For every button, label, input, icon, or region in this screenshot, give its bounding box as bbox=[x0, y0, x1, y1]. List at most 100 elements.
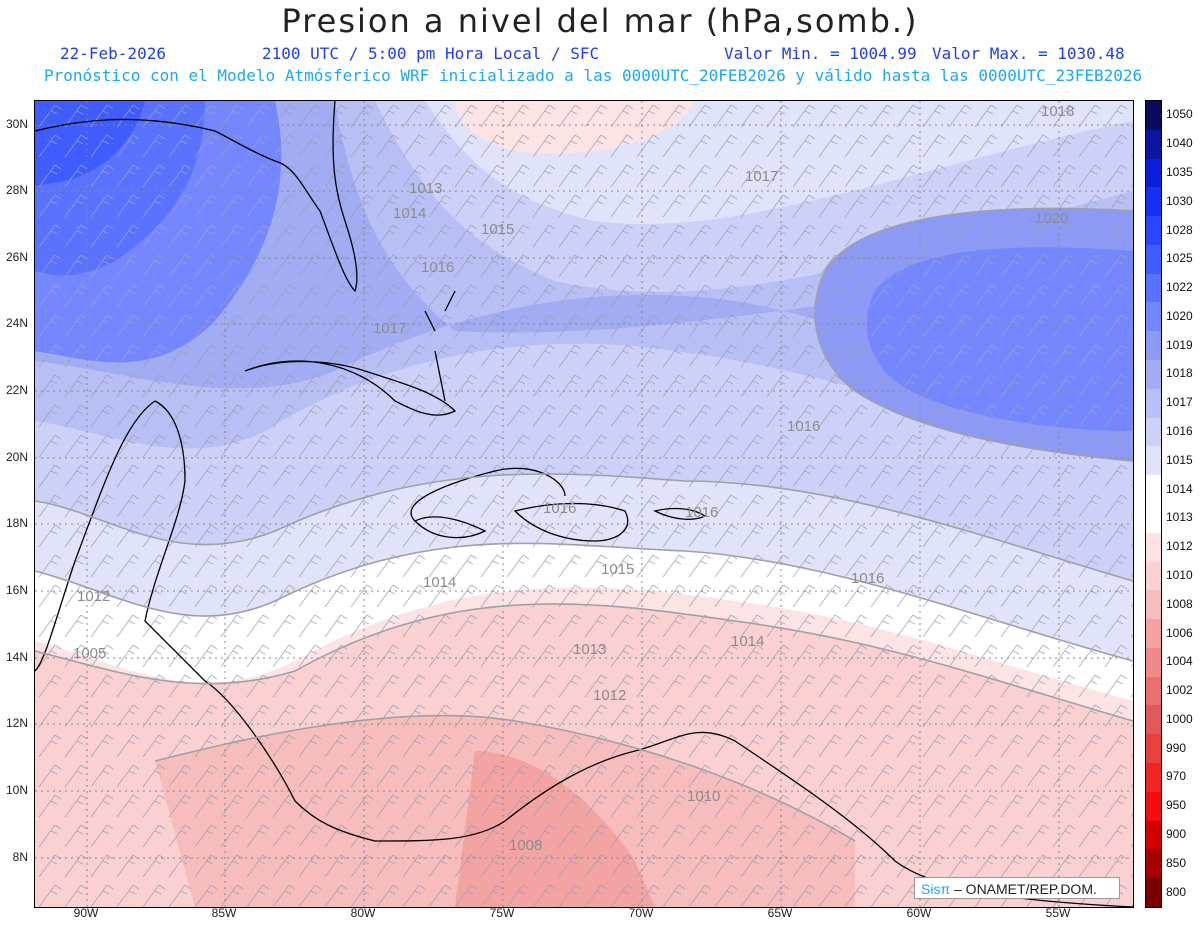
colorbar-swatch bbox=[1146, 158, 1161, 188]
contour-label: 1010 bbox=[687, 788, 720, 805]
pressure-map: 1018 1017 1020 1013 1014 1015 1016 1017 … bbox=[34, 100, 1134, 908]
lon-tick: 55W bbox=[1045, 906, 1071, 920]
map-title: Presion a nivel del mar (hPa,somb.) bbox=[281, 2, 919, 40]
lat-tick: 18N bbox=[5, 516, 28, 530]
colorbar-swatch bbox=[1146, 503, 1161, 533]
contour-label: 1012 bbox=[593, 687, 626, 704]
colorbar-label: 1002 bbox=[1166, 683, 1193, 698]
lon-tick: 65W bbox=[767, 906, 793, 920]
colorbar-label: 1000 bbox=[1166, 711, 1193, 726]
colorbar-label: 1050 bbox=[1166, 107, 1193, 122]
contour-label: 1015 bbox=[601, 561, 634, 578]
contour-label: 1014 bbox=[423, 574, 456, 591]
contour-label: 1015 bbox=[481, 221, 514, 238]
colorbar-label: 850 bbox=[1166, 855, 1187, 870]
colorbar-label: 1035 bbox=[1166, 164, 1193, 179]
lat-tick: 24N bbox=[5, 316, 28, 330]
colorbar-swatch bbox=[1146, 216, 1161, 245]
contour-label: 1013 bbox=[409, 180, 442, 197]
map-svg: 1018 1017 1020 1013 1014 1015 1016 1017 … bbox=[35, 101, 1133, 907]
contour-label: 1014 bbox=[393, 205, 426, 222]
max-value-label: Valor Max. = 1030.48 bbox=[932, 44, 1125, 63]
lon-tick: 60W bbox=[906, 906, 932, 920]
colorbar-label: 1006 bbox=[1166, 625, 1193, 640]
lat-tick: 8N bbox=[12, 850, 28, 864]
colorbar-label: 1030 bbox=[1166, 193, 1193, 208]
colorbar-swatch bbox=[1146, 791, 1161, 821]
colorbar-label: 1015 bbox=[1166, 452, 1193, 467]
colorbar-swatch bbox=[1146, 129, 1161, 159]
colorbar-label: 1014 bbox=[1166, 481, 1193, 496]
contour-label: 1008 bbox=[509, 837, 542, 854]
colorbar-swatch bbox=[1146, 734, 1161, 763]
contour-label: 1020 bbox=[1035, 210, 1068, 227]
lat-tick: 26N bbox=[5, 250, 28, 264]
colorbar-label: 1016 bbox=[1166, 424, 1193, 439]
contour-label: 1016 bbox=[421, 259, 454, 276]
time-label: 2100 UTC / 5:00 pm Hora Local / SFC bbox=[262, 44, 600, 63]
colorbar-swatch bbox=[1146, 417, 1161, 447]
colorbar-label: 1022 bbox=[1166, 280, 1193, 295]
colorbar-swatch bbox=[1146, 101, 1161, 130]
colorbar bbox=[1145, 100, 1162, 908]
colorbar-label: 950 bbox=[1166, 798, 1187, 813]
lon-tick: 85W bbox=[211, 906, 237, 920]
contour-label: 1018 bbox=[1041, 103, 1074, 120]
colorbar-label: 1020 bbox=[1166, 308, 1193, 323]
contour-label: 1016 bbox=[543, 500, 576, 517]
credit-box: Sisπ – ONAMET/REP.DOM. bbox=[914, 877, 1120, 899]
lat-tick: 12N bbox=[5, 716, 28, 730]
colorbar-label: 1025 bbox=[1166, 251, 1193, 266]
colorbar-label: 1004 bbox=[1166, 654, 1193, 669]
brand-label: Sisπ bbox=[921, 881, 951, 897]
min-value-label: Valor Min. = 1004.99 bbox=[724, 44, 917, 63]
contour-label: 1017 bbox=[745, 168, 778, 185]
colorbar-label: 1017 bbox=[1166, 395, 1193, 410]
colorbar-label: 1018 bbox=[1166, 366, 1193, 381]
colorbar-label: 990 bbox=[1166, 740, 1187, 755]
colorbar-swatch bbox=[1146, 273, 1161, 303]
contour-label: 1014 bbox=[731, 633, 764, 650]
lat-tick: 28N bbox=[5, 183, 28, 197]
lat-tick: 30N bbox=[5, 117, 28, 131]
colorbar-swatch bbox=[1146, 676, 1161, 706]
lon-tick: 75W bbox=[489, 906, 515, 920]
colorbar-swatch bbox=[1146, 187, 1161, 217]
contour-label: 1012 bbox=[77, 588, 110, 605]
colorbar-label: 1008 bbox=[1166, 596, 1193, 611]
colorbar-label: 1013 bbox=[1166, 510, 1193, 525]
colorbar-swatch bbox=[1146, 388, 1161, 418]
colorbar-swatch bbox=[1146, 532, 1161, 562]
colorbar-swatch bbox=[1146, 820, 1161, 850]
colorbar-swatch bbox=[1146, 647, 1161, 677]
contour-label: 1016 bbox=[851, 570, 884, 587]
contour-label: 1016 bbox=[787, 418, 820, 435]
colorbar-swatch bbox=[1146, 302, 1161, 332]
lon-tick: 90W bbox=[73, 906, 99, 920]
colorbar-swatch bbox=[1146, 590, 1161, 620]
model-info-label: Pronóstico con el Modelo Atmósferico WRF… bbox=[44, 66, 1143, 85]
lat-tick: 10N bbox=[5, 783, 28, 797]
org-label: – ONAMET/REP.DOM. bbox=[950, 881, 1097, 897]
contour-label: 1013 bbox=[573, 641, 606, 658]
lon-tick: 80W bbox=[350, 906, 376, 920]
colorbar-swatch bbox=[1146, 762, 1161, 792]
colorbar-label: 1028 bbox=[1166, 222, 1193, 237]
colorbar-label: 1019 bbox=[1166, 337, 1193, 352]
colorbar-swatch bbox=[1146, 475, 1161, 504]
lat-tick: 20N bbox=[5, 450, 28, 464]
lat-tick: 14N bbox=[5, 650, 28, 664]
colorbar-label: 800 bbox=[1166, 884, 1187, 899]
colorbar-swatch bbox=[1146, 878, 1161, 907]
lon-tick: 70W bbox=[628, 906, 654, 920]
colorbar-swatch bbox=[1146, 360, 1161, 389]
contour-label: 1017 bbox=[373, 320, 406, 337]
colorbar-label: 1010 bbox=[1166, 567, 1193, 582]
colorbar-swatch bbox=[1146, 849, 1161, 879]
colorbar-swatch bbox=[1146, 619, 1161, 648]
colorbar-swatch bbox=[1146, 244, 1161, 274]
colorbar-label: 900 bbox=[1166, 827, 1187, 842]
colorbar-label: 1040 bbox=[1166, 136, 1193, 151]
colorbar-label: 1012 bbox=[1166, 539, 1193, 554]
date-label: 22-Feb-2026 bbox=[60, 44, 166, 63]
